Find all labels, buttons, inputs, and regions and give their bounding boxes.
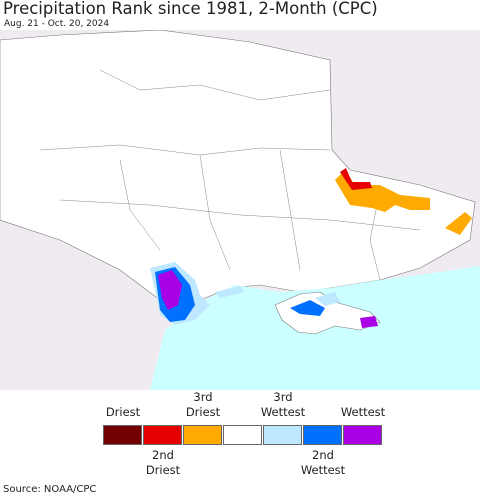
- legend-label: 3rd Driest: [185, 390, 221, 419]
- legend-label: 3rd Wettest: [260, 390, 306, 419]
- source: Source: NOAA/CPC: [3, 484, 97, 495]
- map: [0, 30, 480, 390]
- legend-label: Wettest: [340, 405, 386, 419]
- dry-patch: [340, 168, 372, 190]
- legend: Driest 2nd Driest 3rd Driest 3rd Wettest 2nd…: [103, 390, 385, 480]
- legend-swatch: [103, 425, 142, 445]
- legend-swatch: [223, 425, 262, 445]
- borders: [39, 69, 421, 281]
- wet-patch: [290, 300, 325, 316]
- dry-patch: [445, 212, 472, 235]
- title: Precipitation Rank since 1981, 2-Month (…: [3, 0, 378, 18]
- legend-swatch: [343, 425, 382, 445]
- subtitle: Aug. 21 - Oct. 20, 2024: [4, 19, 110, 29]
- wettest-patch: [360, 316, 378, 328]
- legend-swatch: [143, 425, 182, 445]
- wettest-patch: [158, 270, 182, 310]
- dry-patch: [335, 170, 430, 212]
- legend-swatch: [303, 425, 342, 445]
- legend-swatch: [263, 425, 302, 445]
- legend-label: 2nd Wettest: [300, 448, 346, 477]
- legend-label: Driest: [105, 405, 141, 419]
- wet-patch: [315, 292, 340, 306]
- wet-patch: [215, 286, 245, 298]
- legend-label: 2nd Driest: [145, 448, 181, 477]
- legend-swatch: [183, 425, 222, 445]
